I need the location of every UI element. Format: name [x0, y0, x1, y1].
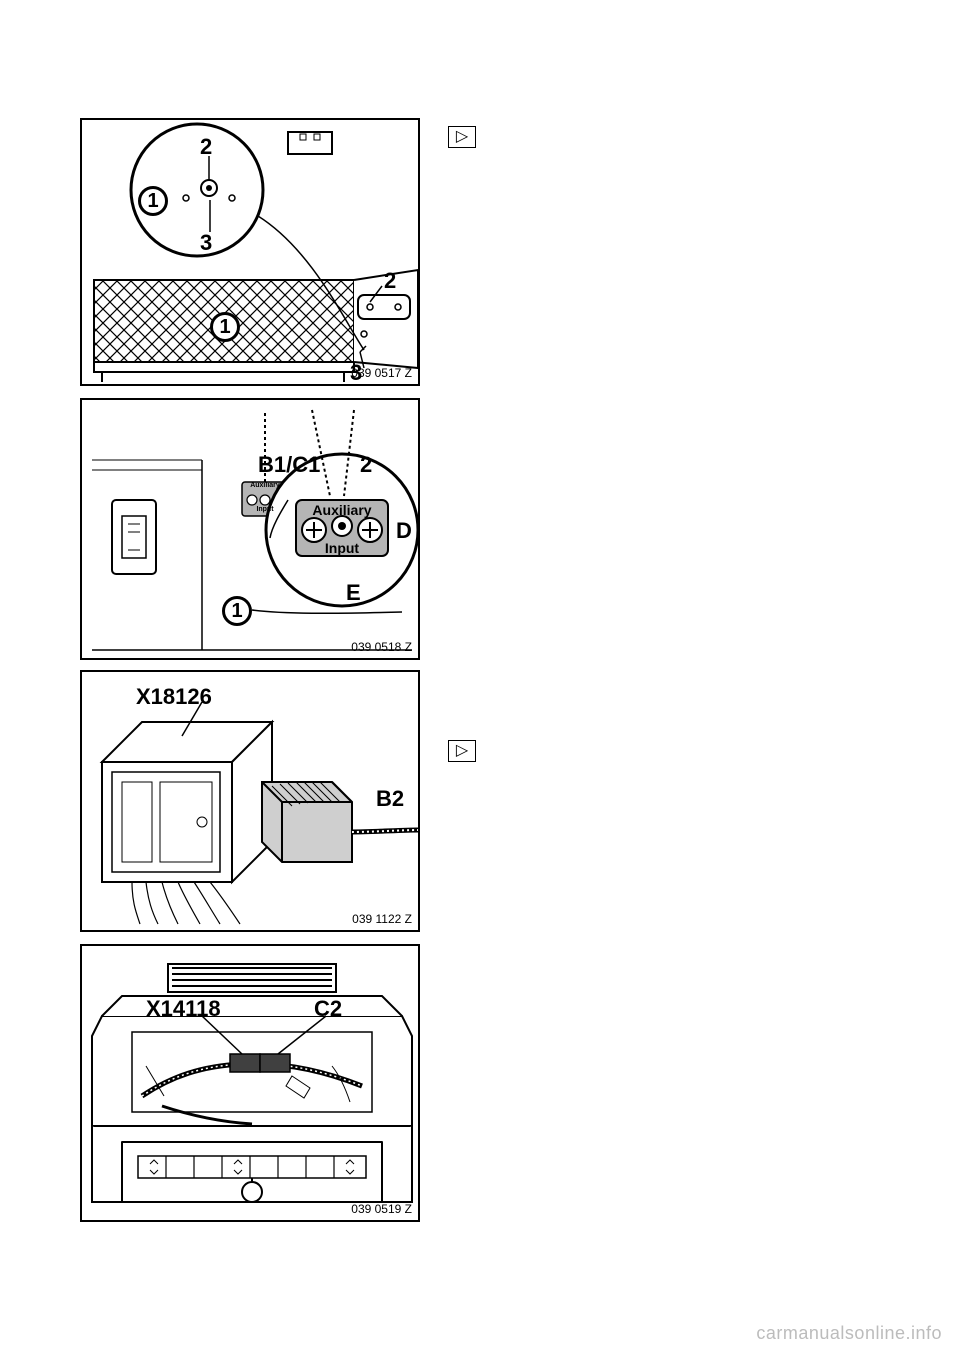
figure-1: 2 1 3 1 2 3 039 0517 Z [80, 118, 420, 386]
fig4-x14118: X14118 [146, 996, 221, 1022]
play-icon: ▷ [456, 743, 468, 759]
fig4-caption: 039 0519 Z [351, 1202, 412, 1216]
play-icon: ▷ [456, 129, 468, 145]
fig2-1-text: 1 [231, 600, 242, 623]
nav-arrow-1[interactable]: ▷ [448, 126, 476, 148]
figure-3-svg [82, 672, 422, 934]
fig1-inset-left-text: 1 [147, 190, 158, 213]
figure-3: X18126 B2 039 1122 Z [80, 670, 420, 932]
fig3-x18126: X18126 [136, 684, 212, 710]
fig2-small-aux-bottom: Input [242, 506, 288, 513]
fig2-caption: 039 0518 Z [351, 640, 412, 654]
watermark: carmanualsonline.info [756, 1323, 942, 1344]
figure-2-svg [82, 400, 422, 662]
figure-4-svg [82, 946, 422, 1224]
fig2-d: D [396, 518, 412, 544]
fig4-c2: C2 [314, 996, 342, 1022]
fig3-caption: 039 1122 Z [352, 912, 412, 926]
fig2-1: 1 [222, 596, 252, 626]
figure-1-svg [82, 120, 422, 388]
fig2-aux-bottom: Input [296, 540, 388, 556]
fig1-inset-bottom: 3 [200, 230, 212, 256]
fig3-b2: B2 [376, 786, 404, 812]
fig1-panel-num-text: 1 [219, 316, 230, 339]
fig1-right-top: 2 [384, 268, 396, 294]
nav-arrow-2[interactable]: ▷ [448, 740, 476, 762]
fig2-aux-top: Auxiliary [296, 502, 388, 518]
fig1-panel-num: 1 [210, 312, 240, 342]
fig2-b1c1: B1/C1 [258, 452, 320, 478]
fig2-small-aux-top: Auxiliary [242, 482, 288, 489]
fig2-e: E [346, 580, 361, 606]
fig2-2: 2 [360, 452, 372, 478]
figure-2: Auxiliary Input Auxiliary Input B1/C1 2 … [80, 398, 420, 660]
figure-4: X14118 C2 039 0519 Z [80, 944, 420, 1222]
fig1-inset-top: 2 [200, 134, 212, 160]
fig1-inset-left: 1 [138, 186, 168, 216]
fig1-caption: 039 0517 Z [351, 366, 412, 380]
